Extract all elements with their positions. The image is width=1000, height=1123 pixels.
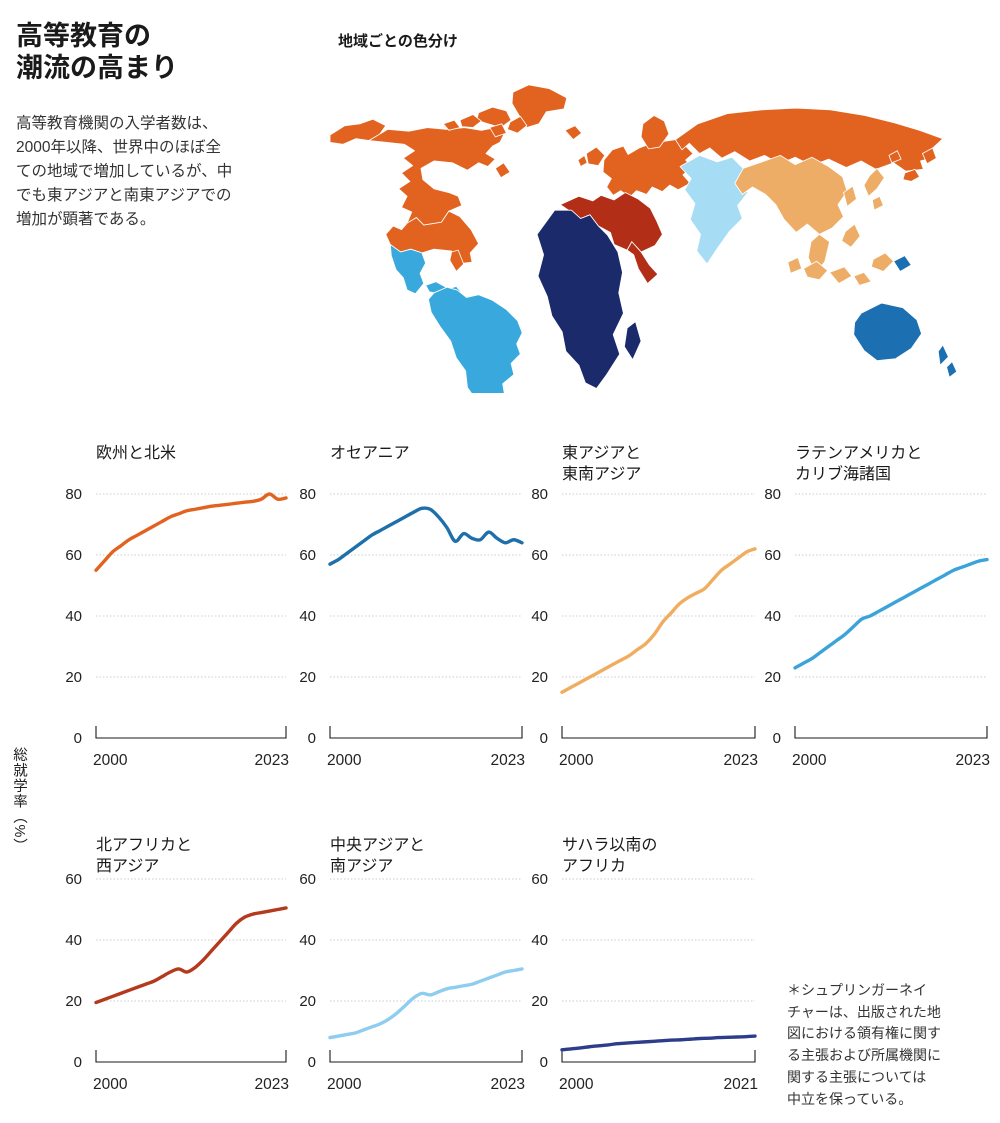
svg-text:20: 20 (299, 993, 316, 1010)
svg-text:オセアニア: オセアニア (330, 445, 410, 462)
svg-text:80: 80 (531, 486, 548, 503)
svg-text:40: 40 (531, 932, 548, 949)
svg-text:60: 60 (299, 547, 316, 564)
svg-text:0: 0 (308, 1054, 316, 1071)
svg-text:南アジア: 南アジア (330, 857, 393, 875)
svg-text:0: 0 (308, 730, 316, 747)
svg-text:2000: 2000 (93, 1076, 128, 1093)
svg-text:20: 20 (764, 669, 781, 686)
svg-text:0: 0 (540, 730, 548, 747)
svg-text:2023: 2023 (491, 1076, 525, 1093)
svg-text:サハラ以南の: サハラ以南の (562, 836, 657, 854)
svg-text:60: 60 (299, 871, 316, 888)
svg-text:0: 0 (540, 1054, 548, 1071)
svg-text:中央アジアと: 中央アジアと (330, 836, 425, 854)
svg-text:0: 0 (74, 1054, 82, 1071)
svg-text:60: 60 (531, 871, 548, 888)
svg-text:アフリカ: アフリカ (562, 858, 626, 875)
svg-text:40: 40 (65, 608, 82, 625)
svg-text:80: 80 (764, 486, 781, 503)
svg-text:2000: 2000 (559, 752, 594, 769)
svg-text:西アジア: 西アジア (96, 858, 159, 875)
svg-text:2023: 2023 (255, 752, 289, 769)
svg-text:2023: 2023 (255, 1076, 289, 1093)
svg-text:20: 20 (531, 669, 548, 686)
svg-text:2023: 2023 (491, 752, 525, 769)
svg-text:20: 20 (65, 669, 82, 686)
svg-text:40: 40 (299, 932, 316, 949)
svg-text:60: 60 (65, 871, 82, 888)
svg-text:20: 20 (299, 669, 316, 686)
svg-text:東アジアと: 東アジアと (562, 444, 641, 462)
svg-text:北アフリカと: 北アフリカと (96, 836, 192, 854)
svg-text:ラテンアメリカと: ラテンアメリカと (795, 445, 922, 462)
svg-text:20: 20 (65, 993, 82, 1010)
svg-text:40: 40 (531, 608, 548, 625)
svg-text:80: 80 (65, 486, 82, 503)
svg-text:60: 60 (764, 547, 781, 564)
svg-text:80: 80 (299, 486, 316, 503)
svg-text:2000: 2000 (93, 752, 128, 769)
svg-text:2023: 2023 (956, 752, 990, 769)
svg-text:0: 0 (773, 730, 781, 747)
svg-text:カリブ海諸国: カリブ海諸国 (795, 464, 891, 483)
svg-text:60: 60 (531, 547, 548, 564)
svg-text:欧州と北米: 欧州と北米 (96, 444, 176, 462)
svg-text:2000: 2000 (327, 752, 362, 769)
svg-text:40: 40 (299, 608, 316, 625)
svg-text:60: 60 (65, 547, 82, 564)
svg-text:40: 40 (764, 608, 781, 625)
svg-text:2023: 2023 (724, 752, 758, 769)
svg-text:0: 0 (74, 730, 82, 747)
svg-text:2000: 2000 (792, 752, 827, 769)
svg-text:東南アジア: 東南アジア (562, 465, 641, 483)
svg-text:2021: 2021 (724, 1076, 758, 1093)
svg-text:2000: 2000 (327, 1076, 362, 1093)
svg-text:40: 40 (65, 932, 82, 949)
svg-text:2000: 2000 (559, 1076, 594, 1093)
svg-text:20: 20 (531, 993, 548, 1010)
